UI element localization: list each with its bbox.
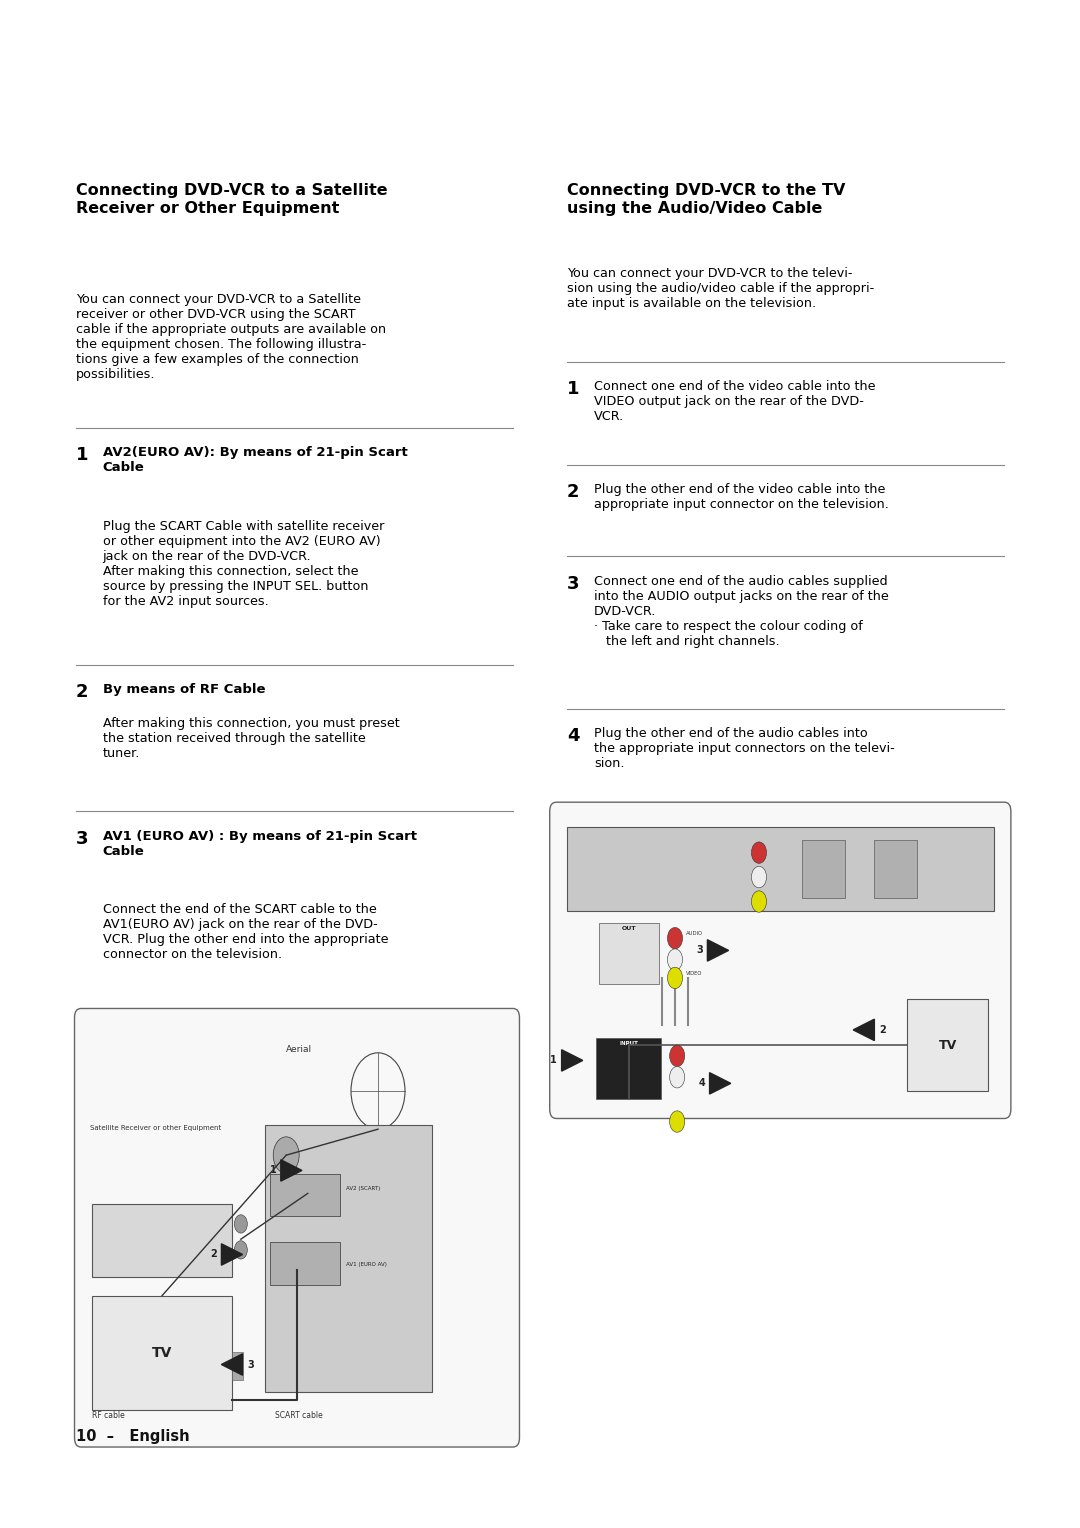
Text: By means of RF Cable: By means of RF Cable	[103, 683, 265, 697]
Text: Aerial: Aerial	[286, 1045, 312, 1054]
Bar	[270, 1174, 340, 1216]
Text: AV2 (SCART): AV2 (SCART)	[346, 1186, 380, 1190]
Text: TV: TV	[152, 1346, 172, 1360]
Text: 10  –   English: 10 – English	[76, 1429, 189, 1444]
Text: TV: TV	[939, 1039, 957, 1051]
Circle shape	[667, 927, 683, 949]
Text: You can connect your DVD-VCR to a Satellite
receiver or other DVD-VCR using the : You can connect your DVD-VCR to a Satell…	[76, 293, 386, 382]
Text: Aerial Connector: Aerial Connector	[275, 1148, 339, 1157]
Text: Satellite Receiver or other Equipment: Satellite Receiver or other Equipment	[90, 1125, 221, 1131]
Bar	[907, 999, 988, 1091]
Polygon shape	[221, 1354, 243, 1375]
Polygon shape	[853, 1019, 875, 1041]
Polygon shape	[707, 940, 729, 961]
Bar	[596, 1038, 661, 1099]
Text: Plug the SCART Cable with satellite receiver
or other equipment into the AV2 (EU: Plug the SCART Cable with satellite rece…	[103, 520, 384, 608]
Text: 1: 1	[551, 1056, 557, 1065]
Bar	[567, 827, 994, 911]
Circle shape	[273, 1137, 299, 1174]
Circle shape	[234, 1215, 247, 1233]
Circle shape	[667, 949, 683, 970]
Bar	[92, 1296, 232, 1410]
Polygon shape	[710, 1073, 731, 1094]
Text: Connect the end of the SCART cable to the
AV1(EURO AV) jack on the rear of the D: Connect the end of the SCART cable to th…	[103, 903, 388, 961]
Bar	[599, 923, 659, 984]
Bar	[232, 1352, 243, 1380]
Text: 3: 3	[697, 946, 703, 955]
Bar	[801, 840, 845, 898]
Text: INPUT: INPUT	[619, 1041, 638, 1045]
Text: 1: 1	[270, 1166, 276, 1175]
Bar	[92, 1204, 232, 1277]
Circle shape	[752, 891, 767, 912]
Polygon shape	[281, 1160, 302, 1181]
Circle shape	[752, 866, 767, 888]
Text: 3: 3	[567, 575, 580, 593]
Text: RF cable: RF cable	[92, 1410, 124, 1420]
FancyBboxPatch shape	[550, 802, 1011, 1118]
Text: 2: 2	[879, 1025, 886, 1034]
Text: Plug the other end of the video cable into the
appropriate input connector on th: Plug the other end of the video cable in…	[594, 483, 889, 510]
Bar	[874, 840, 917, 898]
Text: 2: 2	[211, 1250, 217, 1259]
Text: 4: 4	[699, 1079, 705, 1088]
Text: AV1 (EURO AV): AV1 (EURO AV)	[346, 1262, 387, 1267]
Circle shape	[670, 1045, 685, 1067]
Text: 2: 2	[76, 683, 89, 701]
Text: 3: 3	[76, 830, 89, 848]
Text: 3: 3	[247, 1360, 254, 1369]
Text: AV1 (EURO AV) : By means of 21-pin Scart
Cable: AV1 (EURO AV) : By means of 21-pin Scart…	[103, 830, 417, 857]
Text: Connect one end of the video cable into the
VIDEO output jack on the rear of the: Connect one end of the video cable into …	[594, 380, 876, 423]
Bar	[270, 1242, 340, 1285]
Bar	[265, 1125, 432, 1392]
Text: Connect one end of the audio cables supplied
into the AUDIO output jacks on the : Connect one end of the audio cables supp…	[594, 575, 889, 648]
Text: 1: 1	[76, 446, 89, 465]
Text: AV2(EURO AV): By means of 21-pin Scart
Cable: AV2(EURO AV): By means of 21-pin Scart C…	[103, 446, 407, 474]
Text: 1: 1	[567, 380, 580, 399]
Circle shape	[667, 967, 683, 989]
Circle shape	[670, 1111, 685, 1132]
Text: VIDEO: VIDEO	[686, 970, 702, 976]
Polygon shape	[562, 1050, 583, 1071]
Text: Connecting DVD-VCR to a Satellite
Receiver or Other Equipment: Connecting DVD-VCR to a Satellite Receiv…	[76, 183, 388, 215]
FancyBboxPatch shape	[75, 1008, 519, 1447]
Circle shape	[752, 842, 767, 863]
Polygon shape	[221, 1244, 243, 1265]
Text: OUT: OUT	[622, 926, 636, 931]
Circle shape	[670, 1067, 685, 1088]
Text: Plug the other end of the audio cables into
the appropriate input connectors on : Plug the other end of the audio cables i…	[594, 727, 894, 770]
Text: Connecting DVD-VCR to the TV
using the Audio/Video Cable: Connecting DVD-VCR to the TV using the A…	[567, 183, 846, 215]
Circle shape	[234, 1241, 247, 1259]
Text: AUDIO: AUDIO	[686, 931, 703, 937]
Text: After making this connection, you must preset
the station received through the s: After making this connection, you must p…	[103, 717, 400, 759]
Text: SCART cable: SCART cable	[275, 1410, 323, 1420]
Text: 4: 4	[567, 727, 580, 746]
Text: 2: 2	[567, 483, 580, 501]
Text: You can connect your DVD-VCR to the televi-
sion using the audio/video cable if : You can connect your DVD-VCR to the tele…	[567, 267, 874, 310]
